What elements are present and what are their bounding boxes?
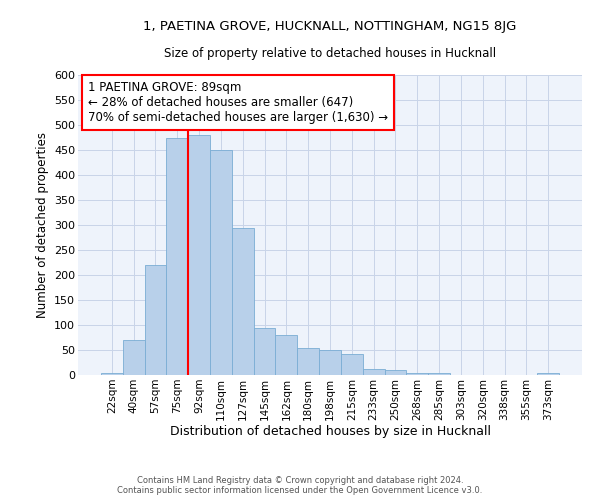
Bar xyxy=(254,328,275,375)
Bar xyxy=(145,265,166,375)
Bar xyxy=(275,335,297,375)
X-axis label: Distribution of detached houses by size in Hucknall: Distribution of detached houses by size … xyxy=(170,426,491,438)
Bar xyxy=(123,340,145,375)
Bar xyxy=(188,135,210,375)
Y-axis label: Number of detached properties: Number of detached properties xyxy=(35,132,49,318)
Text: Size of property relative to detached houses in Hucknall: Size of property relative to detached ho… xyxy=(164,48,496,60)
Text: 1 PAETINA GROVE: 89sqm
← 28% of detached houses are smaller (647)
70% of semi-de: 1 PAETINA GROVE: 89sqm ← 28% of detached… xyxy=(88,81,388,124)
Text: Contains HM Land Registry data © Crown copyright and database right 2024.
Contai: Contains HM Land Registry data © Crown c… xyxy=(118,476,482,495)
Bar xyxy=(341,354,363,375)
Bar xyxy=(101,372,123,375)
Bar xyxy=(385,370,406,375)
Bar xyxy=(537,372,559,375)
Bar xyxy=(166,138,188,375)
Bar xyxy=(210,150,232,375)
Bar xyxy=(406,372,428,375)
Bar xyxy=(232,228,254,375)
Bar xyxy=(319,350,341,375)
Bar xyxy=(363,369,385,375)
Bar xyxy=(428,372,450,375)
Text: 1, PAETINA GROVE, HUCKNALL, NOTTINGHAM, NG15 8JG: 1, PAETINA GROVE, HUCKNALL, NOTTINGHAM, … xyxy=(143,20,517,33)
Bar xyxy=(297,348,319,375)
